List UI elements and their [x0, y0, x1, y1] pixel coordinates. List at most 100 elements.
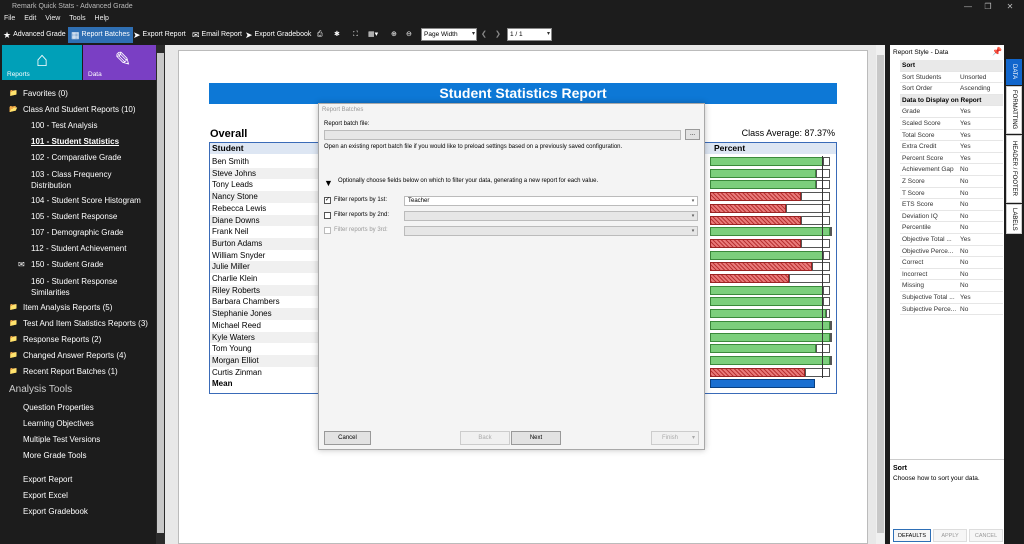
sidebar-item-21[interactable]: More Grade Tools: [0, 448, 160, 464]
property-value[interactable]: Yes: [960, 108, 971, 116]
property-value[interactable]: Yes: [960, 154, 971, 162]
zoom-select[interactable]: Page Width ▾: [421, 28, 477, 41]
sidebar-scrollbar[interactable]: [156, 45, 165, 544]
defaults-button[interactable]: DEFAULTS: [893, 529, 931, 542]
property-value[interactable]: Yes: [960, 294, 971, 301]
property-value[interactable]: Yes: [960, 143, 971, 151]
property-category[interactable]: Data to Display on Report: [900, 94, 1003, 107]
property-row[interactable]: Achievement Gap No: [900, 164, 1003, 176]
tab-header-footer[interactable]: HEADER / FOOTER: [1006, 135, 1022, 203]
sidebar-item-6[interactable]: 104 - Student Score Histogram: [0, 193, 160, 209]
sidebar-item-9[interactable]: 112 - Student Achievement: [0, 241, 160, 257]
next-page-icon[interactable]: ❯: [495, 31, 501, 38]
property-row[interactable]: Sort Order Ascending: [900, 83, 1003, 95]
sidebar-item-15[interactable]: 📁 Changed Answer Reports (4): [0, 348, 160, 364]
property-value[interactable]: No: [960, 224, 969, 232]
fullscreen-icon[interactable]: ⛶: [353, 31, 358, 38]
minimize-icon[interactable]: —: [964, 2, 972, 11]
property-value[interactable]: No: [960, 270, 969, 278]
property-value[interactable]: No: [960, 166, 969, 174]
menu-view[interactable]: View: [45, 15, 61, 22]
sidebar-item-13[interactable]: 📁 Test And Item Statistics Reports (3): [0, 316, 160, 332]
property-row[interactable]: Total Score Yes: [900, 130, 1003, 142]
sidebar-item-25[interactable]: Export Gradebook: [0, 504, 160, 520]
sidebar-item-2[interactable]: 100 - Test Analysis: [0, 118, 160, 134]
property-value[interactable]: Yes: [960, 120, 971, 127]
filter2-select[interactable]: ▾: [404, 211, 698, 221]
sidebar-item-24[interactable]: Export Excel: [0, 488, 160, 504]
viewer-scrollbar[interactable]: [876, 45, 885, 544]
property-value[interactable]: Yes: [960, 236, 971, 243]
sidebar-item-10[interactable]: ✉ 150 - Student Grade: [0, 257, 160, 273]
export-report-button[interactable]: ➤ Export Report: [133, 27, 186, 43]
browse-button[interactable]: ...: [685, 129, 700, 140]
sidebar-item-1[interactable]: 📂 Class And Student Reports (10): [0, 102, 160, 118]
sidebar-item-19[interactable]: Learning Objectives: [0, 416, 160, 432]
sidebar-item-3[interactable]: 101 - Student Statistics: [0, 134, 160, 150]
batch-file-input[interactable]: [324, 130, 681, 140]
tab-formatting[interactable]: FORMATTING: [1006, 86, 1022, 134]
zoom-in-icon[interactable]: ⊕: [391, 31, 397, 38]
property-row[interactable]: Percentile No: [900, 222, 1003, 234]
sidebar-item-0[interactable]: 📁 Favorites (0): [0, 86, 160, 102]
advanced-grade-button[interactable]: ★ Advanced Grade: [3, 27, 66, 43]
restore-icon[interactable]: ❐: [984, 2, 992, 11]
close-icon[interactable]: ✕: [1006, 2, 1014, 11]
scrollbar-thumb[interactable]: [877, 55, 884, 533]
sidebar-item-4[interactable]: 102 - Comparative Grade: [0, 150, 160, 166]
property-row[interactable]: Objective Total ... Yes: [900, 234, 1003, 246]
sidebar-item-16[interactable]: 📁 Recent Report Batches (1): [0, 364, 160, 380]
reports-tile[interactable]: ⌂ Reports: [2, 45, 82, 80]
property-row[interactable]: Grade Yes: [900, 106, 1003, 118]
property-value[interactable]: No: [960, 178, 969, 185]
menu-help[interactable]: Help: [94, 15, 109, 22]
property-row[interactable]: Subjective Perce... No: [900, 304, 1003, 316]
tab-data[interactable]: DATA: [1006, 59, 1022, 85]
filter1-select[interactable]: Teacher ▾: [404, 196, 698, 206]
grid-view-icon[interactable]: ▦▾: [368, 31, 379, 38]
property-value[interactable]: No: [960, 189, 969, 197]
property-value[interactable]: No: [960, 247, 969, 255]
data-tile[interactable]: ✎ Data: [83, 45, 163, 80]
property-row[interactable]: Deviation IQ No: [900, 211, 1003, 223]
property-row[interactable]: Sort Students Unsorted: [900, 72, 1003, 84]
property-category[interactable]: Sort: [900, 60, 1003, 72]
menu-tools[interactable]: Tools: [69, 15, 86, 22]
property-row[interactable]: Percent Score Yes: [900, 153, 1003, 165]
zoom-out-icon[interactable]: ⊖: [406, 31, 412, 38]
tab-labels[interactable]: LABELS: [1006, 204, 1022, 234]
property-row[interactable]: Subjective Total ... Yes: [900, 292, 1003, 304]
prev-page-icon[interactable]: ❮: [481, 31, 487, 38]
sidebar-item-20[interactable]: Multiple Test Versions: [0, 432, 160, 448]
next-button[interactable]: Next: [511, 431, 561, 445]
property-row[interactable]: Z Score No: [900, 176, 1003, 188]
property-value[interactable]: No: [960, 305, 969, 313]
filter2-checkbox[interactable]: [324, 212, 331, 219]
export-gradebook-button[interactable]: ➤ Export Gradebook: [245, 27, 311, 43]
property-value[interactable]: Ascending: [960, 85, 991, 93]
menu-edit[interactable]: Edit: [24, 15, 37, 22]
property-row[interactable]: Objective Perce... No: [900, 246, 1003, 258]
property-row[interactable]: ETS Score No: [900, 199, 1003, 211]
cancel-button[interactable]: Cancel: [324, 431, 371, 445]
property-value[interactable]: Yes: [960, 131, 971, 139]
menu-file[interactable]: File: [4, 15, 16, 22]
property-value[interactable]: No: [960, 201, 969, 209]
pin-icon[interactable]: 📌: [992, 47, 1002, 56]
sidebar-item-5[interactable]: 103 - Class Frequency Distribution: [0, 166, 160, 193]
property-row[interactable]: Correct No: [900, 257, 1003, 269]
sidebar-item-11[interactable]: 160 - Student Response Similarities: [0, 273, 160, 300]
property-row[interactable]: Incorrect No: [900, 269, 1003, 281]
scrollbar-thumb[interactable]: [157, 53, 164, 533]
page-select[interactable]: 1 / 1 ▾: [507, 28, 552, 41]
sidebar-item-8[interactable]: 107 - Demographic Grade: [0, 225, 160, 241]
sidebar-item-7[interactable]: 105 - Student Response: [0, 209, 160, 225]
sidebar-item-23[interactable]: Export Report: [0, 472, 160, 488]
property-value[interactable]: Unsorted: [960, 73, 987, 81]
sidebar-item-12[interactable]: 📁 Item Analysis Reports (5): [0, 300, 160, 316]
property-row[interactable]: Extra Credit Yes: [900, 141, 1003, 153]
property-value[interactable]: No: [960, 259, 969, 267]
property-row[interactable]: T Score No: [900, 188, 1003, 200]
property-value[interactable]: No: [960, 282, 969, 290]
print-icon[interactable]: ⎙: [317, 31, 323, 38]
